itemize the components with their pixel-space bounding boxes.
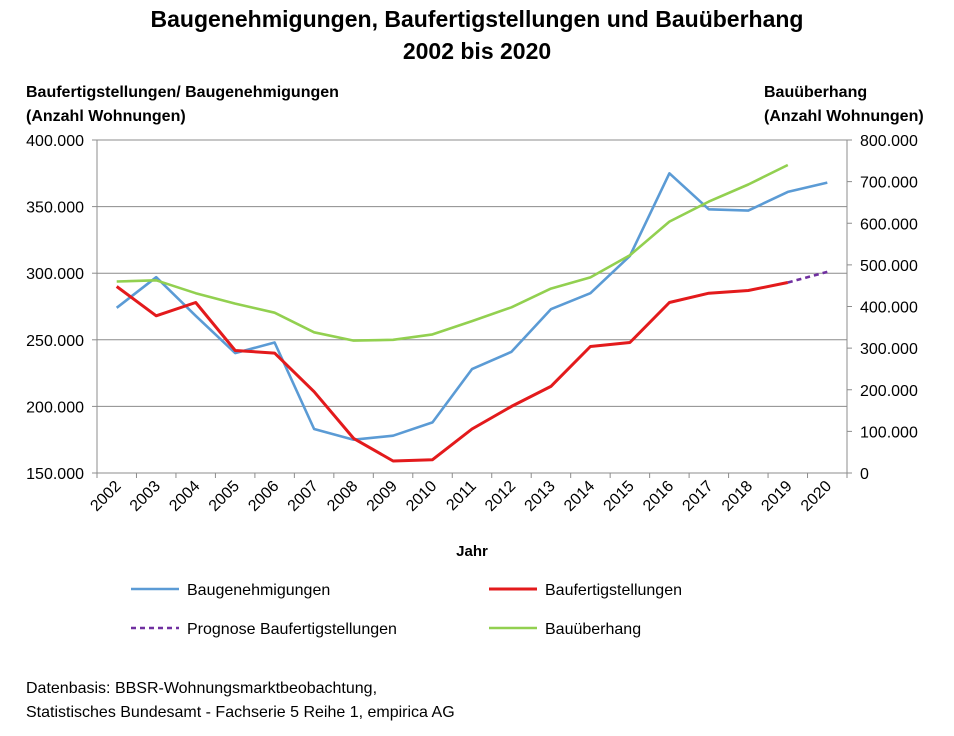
legend-label: Baugenehmigungen [187,582,330,599]
y-left-tick-label: 350.000 [26,200,84,217]
x-tick-label: 2015 [601,478,638,515]
right-axis-title-line-2: (Anzahl Wohnungen) [764,108,924,125]
y-right-tick-label: 600.000 [860,216,918,233]
series-line-bau-berhang [116,163,789,342]
x-tick-label: 2003 [127,478,164,515]
legend-label: Baufertigstellungen [545,582,682,599]
legend: Baugenehmigungen Baufertigstellungen Progn… [131,582,682,638]
y-right-tick-label: 100.000 [860,424,918,441]
x-tick-label: 2019 [758,478,795,515]
left-axis-title-line-1: Baufertigstellungen/ Baugenehmigungen [26,84,339,101]
y-right-tick-label: 700.000 [860,175,918,192]
y-left-tick-label: 400.000 [26,133,84,150]
x-tick-label: 2016 [640,478,677,515]
y-right-tick-label: 500.000 [860,258,918,275]
y-left-tick-label: 150.000 [26,466,84,483]
x-tick-label: 2020 [798,478,835,515]
y-right-tick-label: 300.000 [860,341,918,358]
x-tick-label: 2018 [719,478,756,515]
x-tick-label: 2013 [522,478,559,515]
x-tick-label: 2006 [245,478,282,515]
x-tick-label: 2005 [206,478,243,515]
x-tick-label: 2009 [364,478,401,515]
series-line-baufertigstellungen [115,281,789,463]
y-right-tick-label: 400.000 [860,300,918,317]
source-note-line-1: Datenbasis: BBSR-Wohnungsmarktbeobachtun… [26,680,378,697]
x-tick-label: 2002 [87,478,124,515]
legend-label: Prognose Baufertigstellungen [187,621,397,638]
tick-labels: 150.000 200.000 250.000 300.000 350.000 400.0… [26,133,918,515]
y-left-tick-label: 250.000 [26,333,84,350]
source-note-line-2: Statistisches Bundesamt - Fachserie 5 Re… [26,704,455,721]
axes [92,139,852,478]
series-lines [115,163,828,463]
x-tick-label: 2014 [561,478,598,515]
series-line-baugenehmigungen [115,172,828,441]
series-line-prognose-baufertigstellungen [787,270,828,284]
x-tick-label: 2004 [166,478,203,515]
x-tick-label: 2017 [679,478,716,515]
y-right-tick-label: 200.000 [860,383,918,400]
y-right-tick-label: 800.000 [860,133,918,150]
x-tick-label: 2012 [482,478,519,515]
x-tick-label: 2010 [403,478,440,515]
y-left-tick-label: 200.000 [26,399,84,416]
x-tick-label: 2011 [443,478,479,514]
x-tick-label: 2008 [324,478,361,515]
y-right-tick-label: 0 [860,466,869,483]
right-axis-title-line-1: Bauüberhang [764,84,868,101]
chart-title-line-2: 2002 bis 2020 [402,38,552,64]
chart-title-line-1: Baugenehmigungen, Baufertigstellungen un… [150,6,804,32]
x-tick-label: 2007 [285,478,322,515]
y-left-tick-label: 300.000 [26,266,84,283]
legend-label: Bauüberhang [545,621,641,638]
left-axis-title-line-2: (Anzahl Wohnungen) [26,108,186,125]
x-axis-title: Jahr [456,543,488,560]
